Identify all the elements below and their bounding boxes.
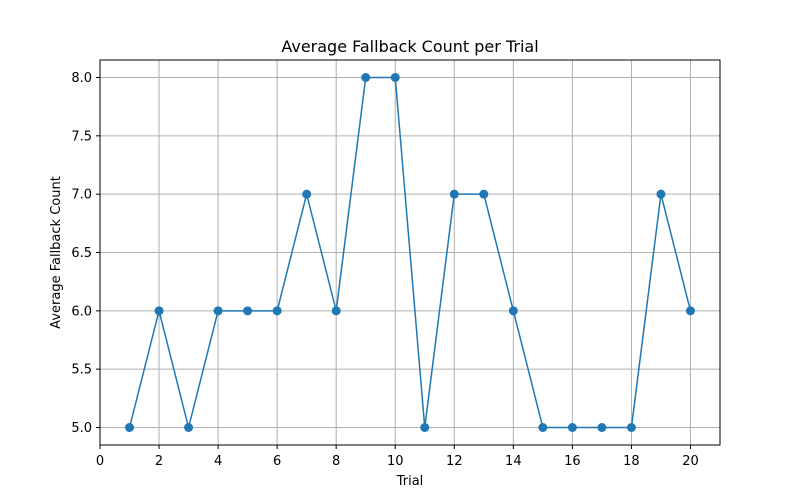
data-point — [449, 189, 459, 199]
data-point — [331, 306, 341, 316]
x-tick-label: 8 — [332, 454, 340, 469]
y-axis: 5.0 5.5 6.0 6.5 7.0 7.5 8.0 — [71, 71, 100, 436]
y-tick-label: 7.0 — [71, 188, 92, 203]
data-point — [213, 306, 223, 316]
data-point — [685, 306, 695, 316]
x-axis: 0 2 4 6 8 10 12 14 16 18 20 — [96, 445, 699, 469]
x-tick-label: 10 — [387, 454, 404, 469]
data-point — [243, 306, 253, 316]
data-point — [538, 423, 548, 432]
y-tick-label: 5.5 — [71, 363, 92, 378]
data-point — [420, 423, 430, 432]
x-tick-label: 18 — [623, 454, 640, 469]
data-point — [597, 423, 607, 432]
y-tick-label: 6.0 — [71, 304, 92, 319]
series-line — [125, 73, 695, 432]
y-axis-label: Average Fallback Count — [49, 176, 64, 329]
series-path — [128, 76, 692, 429]
data-point — [361, 73, 371, 82]
data-point — [626, 423, 636, 432]
x-tick-label: 4 — [214, 454, 222, 469]
data-point — [154, 306, 164, 316]
data-point — [656, 189, 666, 199]
data-point — [302, 189, 312, 199]
chart-title: Average Fallback Count per Trial — [281, 37, 538, 56]
x-axis-label: Trial — [396, 474, 424, 489]
y-tick-label: 5.0 — [71, 421, 92, 436]
data-point — [272, 306, 282, 316]
grid-lines — [99, 60, 720, 445]
data-point — [125, 423, 135, 432]
y-tick-label: 7.5 — [71, 129, 92, 144]
data-point — [479, 189, 489, 199]
x-tick-label: 20 — [682, 454, 699, 469]
x-tick-label: 12 — [446, 454, 463, 469]
x-tick-label: 16 — [564, 454, 581, 469]
data-point — [508, 306, 518, 316]
data-point — [567, 423, 577, 432]
y-tick-label: 8.0 — [71, 71, 92, 86]
x-tick-label: 2 — [155, 454, 163, 469]
x-tick-label: 14 — [505, 454, 522, 469]
x-tick-label: 0 — [96, 454, 104, 469]
y-tick-label: 6.5 — [71, 246, 92, 261]
x-tick-label: 6 — [273, 454, 281, 469]
data-point — [390, 73, 400, 82]
data-point — [184, 423, 194, 432]
